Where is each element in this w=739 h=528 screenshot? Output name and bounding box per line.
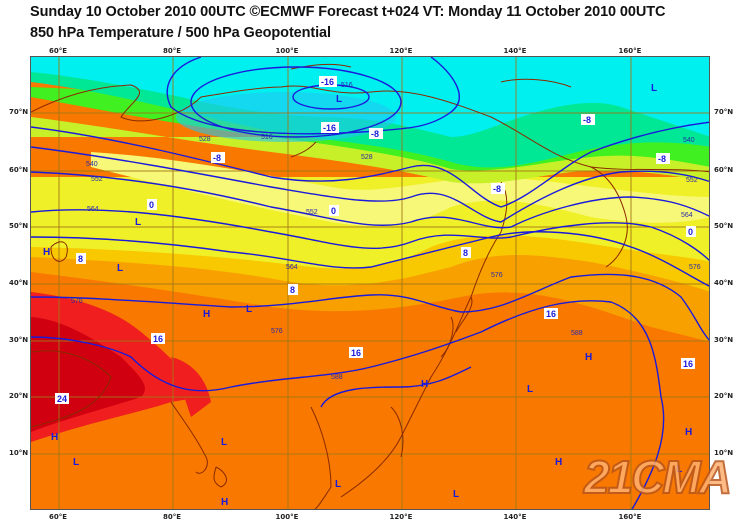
svg-text:16: 16: [351, 348, 361, 358]
svg-text:H: H: [421, 379, 428, 390]
svg-text:576: 576: [689, 264, 701, 271]
svg-text:8: 8: [78, 254, 83, 264]
svg-text:552: 552: [91, 176, 103, 183]
lat-label-right: 30°N: [714, 336, 734, 344]
weather-map[interactable]: 516 516 528 528 540 552 564 552 564 576 …: [30, 56, 710, 510]
lat-label-right: 10°N: [714, 449, 734, 457]
svg-text:-8: -8: [583, 115, 591, 125]
lon-label-top: 120°E: [389, 47, 413, 55]
lon-label-bottom: 60°E: [48, 513, 68, 521]
svg-text:L: L: [336, 94, 342, 105]
svg-text:552: 552: [306, 209, 318, 216]
svg-text:L: L: [527, 384, 533, 395]
svg-text:528: 528: [361, 154, 373, 161]
lat-label-right: 70°N: [714, 108, 734, 116]
geopotential-contours: [31, 57, 709, 509]
svg-text:552: 552: [686, 177, 698, 184]
svg-text:L: L: [651, 83, 657, 94]
svg-text:16: 16: [546, 309, 556, 319]
svg-text:576: 576: [491, 272, 503, 279]
svg-text:H: H: [585, 352, 592, 363]
lon-label-bottom: 140°E: [503, 513, 527, 521]
svg-text:-16: -16: [323, 123, 336, 133]
lat-label-right: 60°N: [714, 166, 734, 174]
svg-text:516: 516: [341, 82, 353, 89]
svg-text:L: L: [335, 479, 341, 490]
svg-text:H: H: [51, 432, 58, 443]
svg-text:16: 16: [153, 334, 163, 344]
svg-text:L: L: [453, 489, 459, 500]
svg-text:H: H: [221, 497, 228, 508]
svg-text:H: H: [555, 457, 562, 468]
field-subtitle: 850 hPa Temperature / 500 hPa Geopotenti…: [30, 25, 331, 41]
svg-text:588: 588: [331, 374, 343, 381]
lat-label-right: 50°N: [714, 222, 734, 230]
svg-text:-8: -8: [493, 184, 501, 194]
svg-text:H: H: [203, 309, 210, 320]
svg-text:L: L: [246, 304, 252, 315]
pressure-centers: L L L H L H L H H L H L L L H H H L L: [43, 83, 692, 508]
lon-label-top: 160°E: [618, 47, 642, 55]
lat-label-left: 30°N: [9, 336, 29, 344]
map-canvas: 516 516 528 528 540 552 564 552 564 576 …: [31, 57, 709, 509]
lon-label-top: 80°E: [162, 47, 182, 55]
svg-text:540: 540: [86, 161, 98, 168]
lat-label-right: 20°N: [714, 392, 734, 400]
svg-text:H: H: [685, 427, 692, 438]
svg-text:528: 528: [199, 136, 211, 143]
forecast-title: Sunday 10 October 2010 00UTC ©ECMWF Fore…: [30, 4, 666, 20]
lon-label-bottom: 100°E: [275, 513, 299, 521]
svg-text:516: 516: [261, 134, 273, 141]
svg-text:0: 0: [149, 200, 154, 210]
lat-label-left: 60°N: [9, 166, 29, 174]
svg-text:576: 576: [271, 328, 283, 335]
coastlines: [31, 63, 709, 509]
lon-label-top: 100°E: [275, 47, 299, 55]
svg-text:L: L: [73, 457, 79, 468]
svg-text:8: 8: [463, 248, 468, 258]
lon-label-top: 60°E: [48, 47, 68, 55]
contour-labels: 516 516 528 528 540 552 564 552 564 576 …: [71, 82, 701, 381]
svg-text:L: L: [676, 464, 682, 475]
svg-text:24: 24: [57, 394, 67, 404]
svg-text:16: 16: [683, 359, 693, 369]
svg-text:0: 0: [331, 206, 336, 216]
lat-label-left: 20°N: [9, 392, 29, 400]
svg-text:8: 8: [290, 285, 295, 295]
lon-label-top: 140°E: [503, 47, 527, 55]
svg-text:-8: -8: [371, 129, 379, 139]
lat-label-left: 40°N: [9, 279, 29, 287]
svg-text:L: L: [135, 217, 141, 228]
lat-label-left: 50°N: [9, 222, 29, 230]
svg-text:-16: -16: [321, 77, 334, 87]
svg-text:-8: -8: [213, 153, 221, 163]
svg-text:L: L: [117, 263, 123, 274]
svg-text:0: 0: [688, 227, 693, 237]
svg-text:540: 540: [683, 137, 695, 144]
svg-text:-8: -8: [658, 154, 666, 164]
svg-text:L: L: [221, 437, 227, 448]
svg-text:576: 576: [71, 298, 83, 305]
watermark-logo: 21CMA: [583, 450, 733, 504]
svg-text:564: 564: [681, 212, 693, 219]
svg-text:564: 564: [286, 264, 298, 271]
temperature-labels: -16 -16 -8 -8 -8 -8 -8 0 0 0 8 8 8 16 16…: [55, 76, 696, 404]
svg-text:H: H: [43, 247, 50, 258]
lat-label-right: 40°N: [714, 279, 734, 287]
lon-label-bottom: 160°E: [618, 513, 642, 521]
lat-label-left: 10°N: [9, 449, 29, 457]
svg-text:588: 588: [571, 330, 583, 337]
svg-text:564: 564: [87, 206, 99, 213]
lat-label-left: 70°N: [9, 108, 29, 116]
lon-label-bottom: 120°E: [389, 513, 413, 521]
lon-label-bottom: 80°E: [162, 513, 182, 521]
